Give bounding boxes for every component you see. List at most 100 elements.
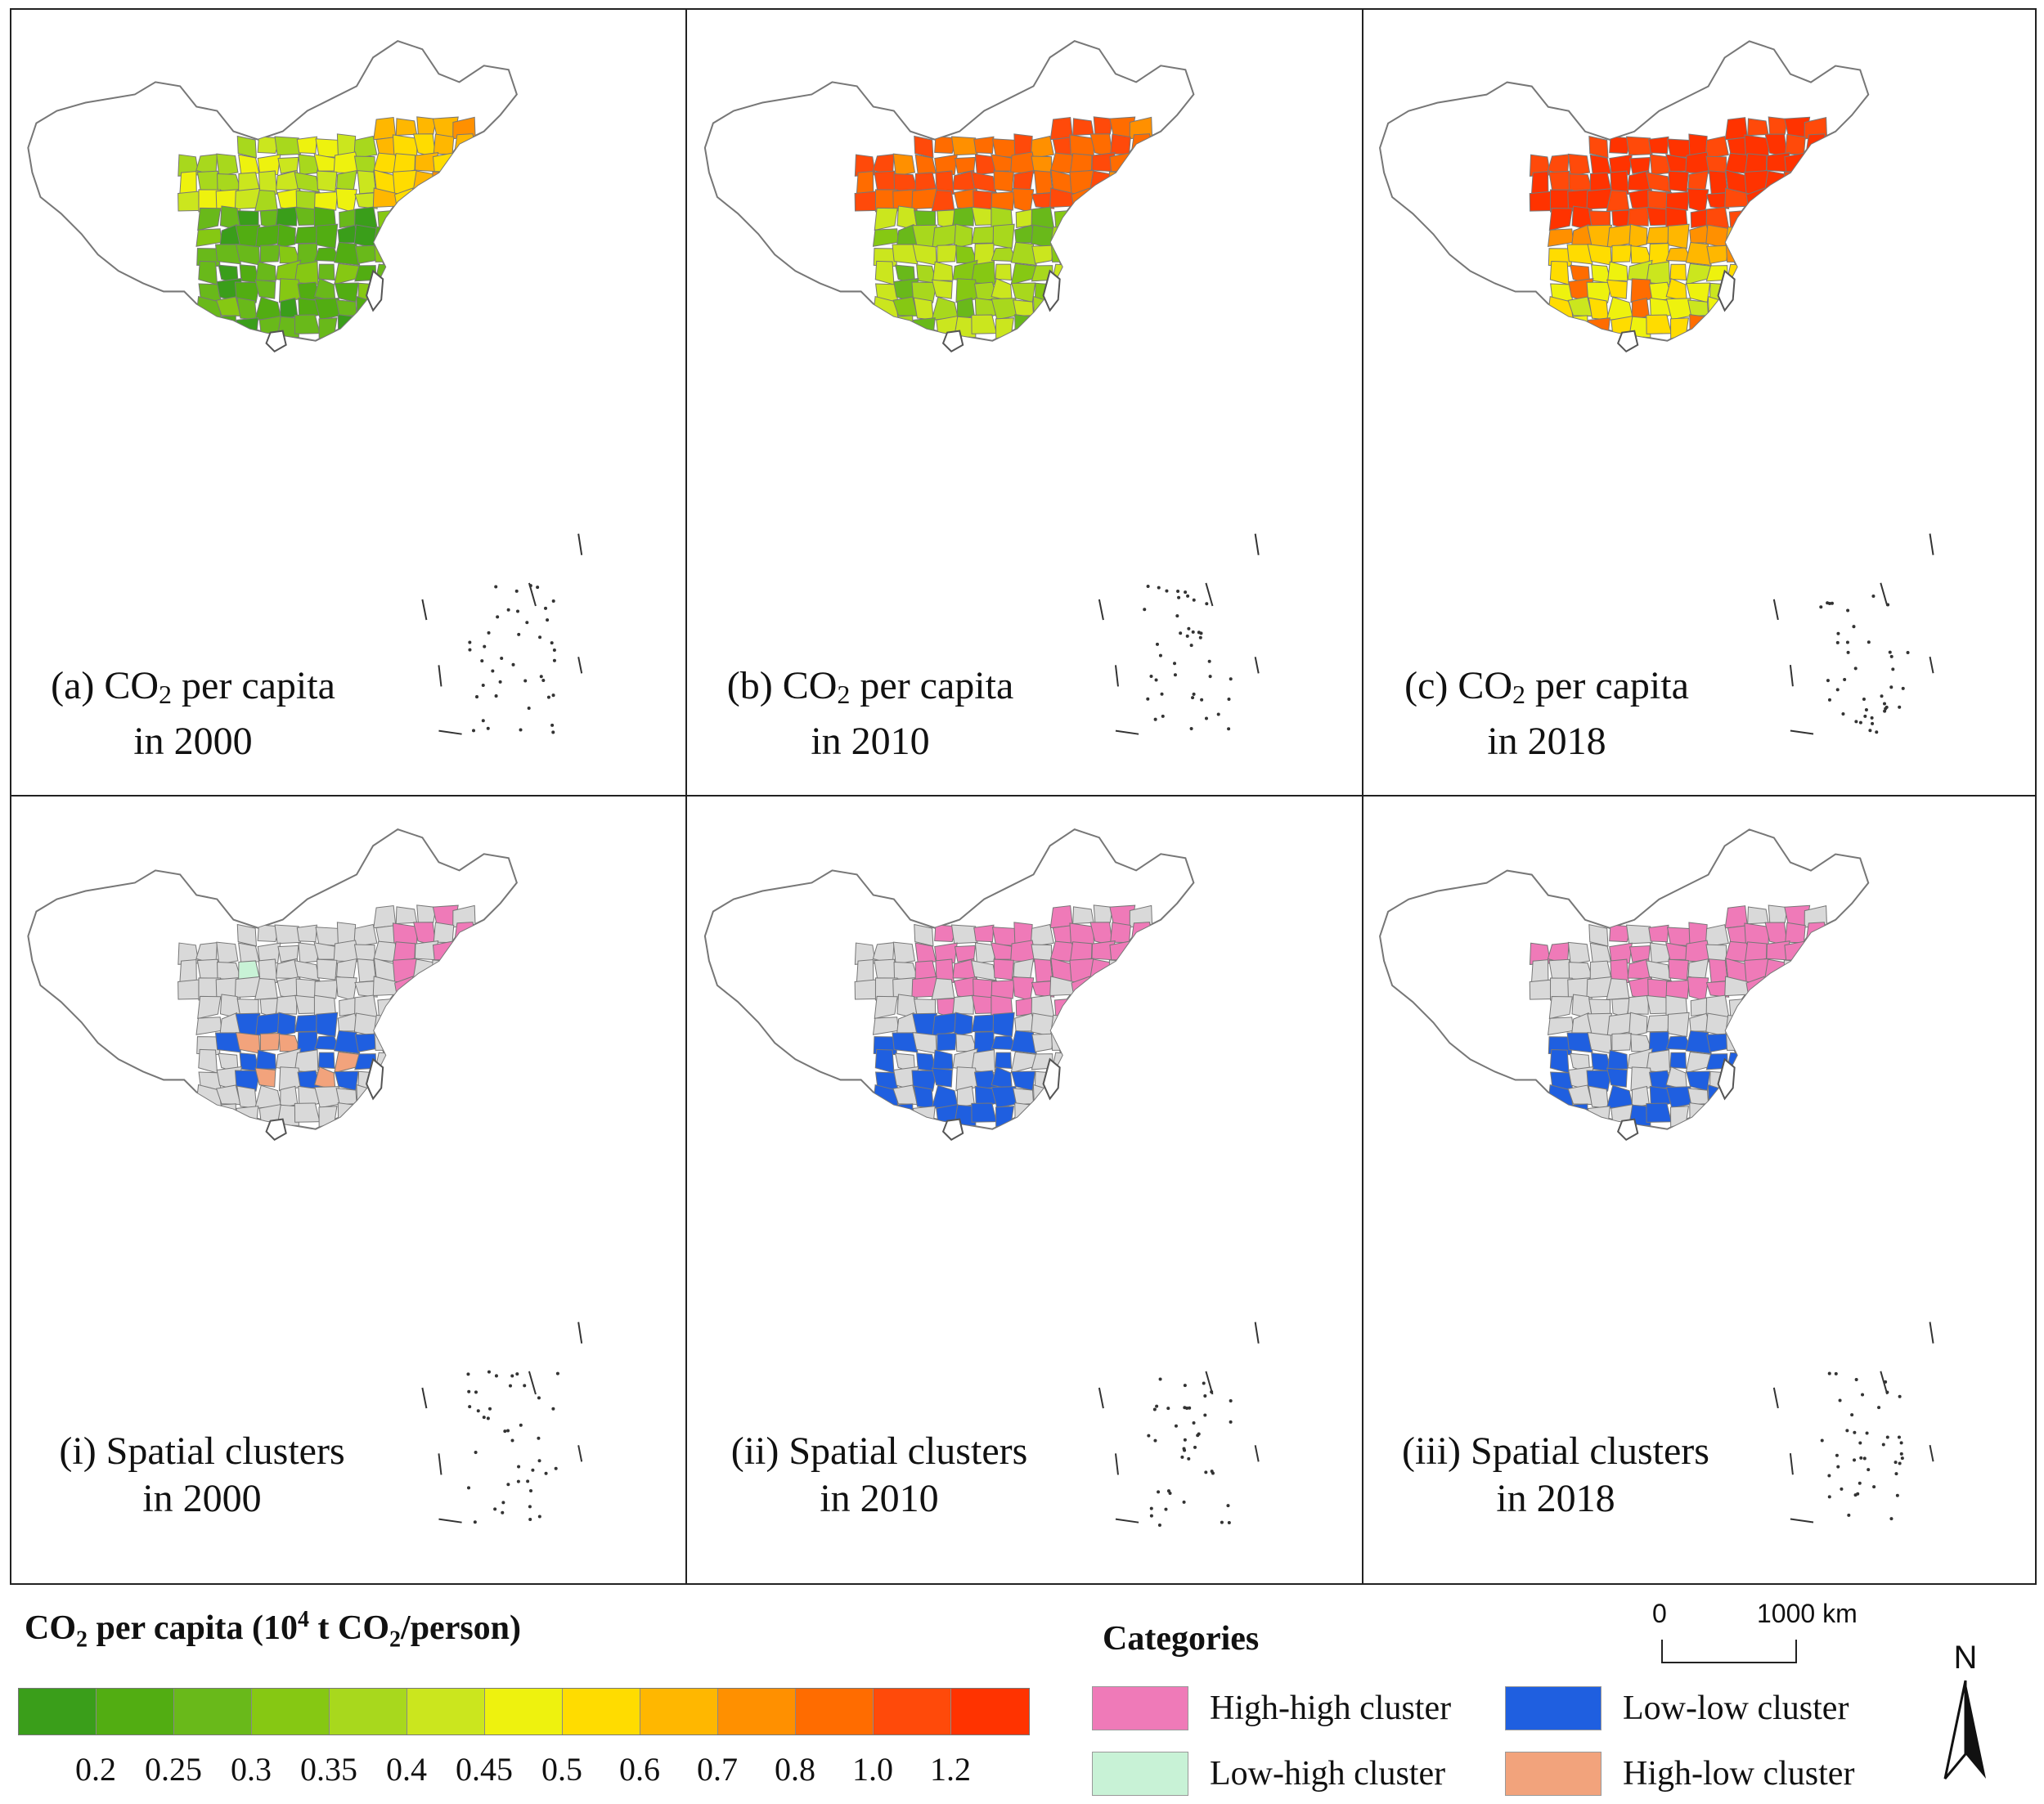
region-cell	[1014, 314, 1035, 339]
sea-island-dot	[1847, 1513, 1851, 1517]
boundary-dash	[1880, 582, 1889, 607]
boundary-dash	[1098, 1387, 1104, 1409]
region-cell	[1805, 922, 1828, 942]
region-cell	[1627, 958, 1652, 980]
region-cell	[1606, 1067, 1628, 1088]
region-cell	[255, 224, 281, 249]
region-cell	[316, 1012, 339, 1038]
ramp-swatch	[640, 1689, 718, 1734]
region-cell	[179, 170, 197, 195]
region-cell	[258, 958, 278, 983]
boundary-dash	[1772, 1387, 1779, 1409]
sea-island-dot	[537, 1459, 541, 1463]
sea-island-dot	[1191, 696, 1195, 700]
ramp-tick-label: 0.5	[541, 1751, 582, 1788]
region-cell	[1685, 241, 1712, 267]
region-cell	[1729, 314, 1750, 337]
region-cell	[1747, 906, 1769, 925]
boundary-dash	[1115, 729, 1139, 735]
island	[265, 1118, 287, 1141]
sea-island-dot	[1830, 601, 1834, 605]
region-cell	[433, 922, 455, 944]
region-cell	[356, 314, 380, 338]
region-cell	[236, 317, 259, 339]
sea-island-dot	[487, 1407, 492, 1411]
region-cell	[1054, 1102, 1076, 1125]
region-cell	[991, 191, 1015, 211]
region-cell	[1530, 171, 1549, 195]
sea-island-dot	[1861, 1393, 1865, 1397]
region-cell	[214, 244, 241, 265]
region-cell	[274, 924, 301, 945]
region-cell	[971, 226, 997, 245]
sea-island-dot	[1149, 674, 1153, 678]
boundary-dash	[421, 1387, 428, 1409]
sea-island-dot	[1155, 1404, 1159, 1408]
sea-island-dot	[1880, 694, 1884, 698]
boundary-dash	[438, 665, 442, 687]
region-cell	[973, 136, 995, 155]
map-c	[1379, 40, 1934, 735]
region-cell	[1784, 189, 1810, 209]
region-cell	[1053, 209, 1074, 230]
region-cell	[971, 314, 998, 334]
region-cell	[932, 1012, 957, 1037]
region-cell	[1687, 170, 1709, 192]
region-cell	[1588, 297, 1609, 321]
sea-island-dot	[1166, 1489, 1170, 1493]
region-cell	[1765, 191, 1786, 212]
sea-island-dot	[1906, 651, 1910, 655]
sea-island-dot	[1203, 1394, 1207, 1398]
boundary-dash	[1254, 1322, 1260, 1344]
region-cell	[1568, 315, 1588, 334]
region-cell	[354, 981, 378, 998]
region-cell	[1708, 958, 1728, 983]
sea-island-dot	[1187, 1456, 1191, 1461]
sea-island-dot	[1203, 1413, 1207, 1417]
sea-island-dot	[1160, 692, 1164, 696]
scale-bar: 0 1000 km	[1652, 1599, 1906, 1672]
region-cell	[995, 1106, 1015, 1128]
region-cell	[454, 155, 478, 177]
sea-island-dot	[552, 648, 556, 653]
ramp-tick-label: 0.35	[300, 1751, 357, 1788]
sea-island-dot	[1854, 720, 1858, 724]
region-cell	[1587, 317, 1610, 339]
sea-island-dot	[1216, 712, 1220, 716]
region-cell	[1726, 1034, 1750, 1051]
sea-island-dot	[482, 1416, 486, 1420]
region-cell	[1588, 1085, 1609, 1109]
region-cell	[294, 172, 321, 193]
sea-island-dot	[1146, 697, 1150, 701]
panel-label-a: (a) CO2 per capita in 2000	[51, 664, 335, 763]
category-item: Low-low cluster	[1505, 1686, 1849, 1730]
region-cell	[912, 1106, 936, 1128]
sea-island-dot	[468, 1405, 472, 1409]
region-cell	[451, 170, 474, 191]
sea-island-dot	[1894, 1472, 1898, 1476]
region-cell	[217, 1103, 236, 1123]
region-cell	[317, 263, 335, 280]
region-cell	[1785, 922, 1806, 944]
sea-island-dot	[1173, 662, 1177, 666]
region-cell	[1707, 1102, 1732, 1126]
sea-island-dot	[1826, 679, 1830, 683]
panel-label-ii: (ii) Spatial clusters in 2010	[730, 1429, 1028, 1520]
region-cell	[217, 315, 236, 334]
sea-island-dot	[1182, 1500, 1186, 1504]
region-cell	[454, 943, 478, 965]
color-ramp	[18, 1688, 1030, 1735]
region-cell	[992, 223, 1015, 249]
sea-island-dot	[480, 659, 484, 663]
sea-island-dot	[468, 648, 472, 652]
region-cell	[315, 927, 340, 947]
sea-island-dot	[511, 662, 515, 666]
sea-island-dot	[1835, 640, 1840, 644]
region-cell	[374, 1034, 398, 1051]
sea-island-dot	[1174, 1424, 1178, 1428]
sea-island-dot	[1157, 1490, 1161, 1494]
region-cell	[258, 170, 278, 195]
sea-island-dot	[1835, 688, 1840, 692]
sea-island-dot	[498, 680, 502, 684]
sea-island-dot	[1153, 717, 1157, 721]
